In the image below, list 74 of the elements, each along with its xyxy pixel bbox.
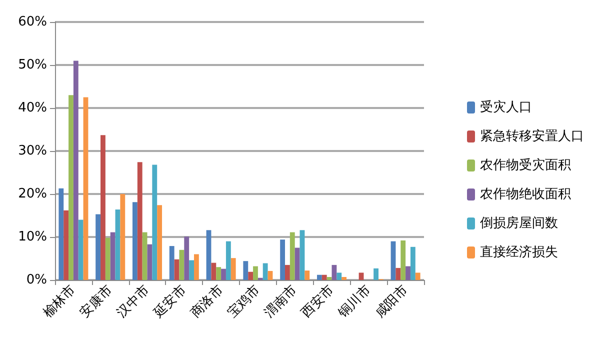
- bar: [194, 254, 199, 280]
- bar: [110, 232, 116, 280]
- x-tick-label: 安康市: [76, 282, 116, 321]
- bar: [174, 259, 180, 280]
- bar: [189, 260, 194, 280]
- x-tick-label: 铜川市: [335, 282, 374, 322]
- bar: [415, 272, 420, 280]
- bar: [96, 214, 101, 280]
- bar: [285, 264, 290, 280]
- legend-label: 受灾人口: [480, 99, 532, 115]
- bar: [226, 241, 231, 280]
- bar: [83, 97, 88, 280]
- y-tick-label: 30%: [18, 144, 47, 158]
- bar: [157, 205, 162, 280]
- bar: [300, 230, 305, 280]
- legend-label: 农作物受灾面积: [480, 157, 571, 173]
- bar: [58, 188, 64, 280]
- x-tick-label: 宝鸡市: [224, 282, 264, 321]
- bar: [142, 232, 148, 280]
- bar: [120, 194, 126, 280]
- bar: [152, 164, 158, 280]
- bar: [137, 162, 142, 280]
- y-tick-label: 40%: [18, 100, 47, 116]
- y-tick-label: 20%: [18, 186, 47, 202]
- bar: [206, 230, 212, 280]
- bar: [322, 274, 327, 280]
- x-tick-label: 咸阳市: [372, 282, 411, 321]
- bar: [294, 248, 300, 280]
- bar: [184, 236, 190, 280]
- bar: [390, 241, 396, 280]
- bar: [410, 246, 416, 280]
- legend-label: 倒损房屋间数: [480, 215, 558, 231]
- bar: [64, 210, 69, 280]
- bar: [132, 202, 138, 280]
- bar: [358, 272, 364, 280]
- x-tick-label: 西安市: [298, 282, 338, 321]
- legend-label: 农作物绝收面积: [480, 187, 571, 202]
- bar: [332, 264, 337, 280]
- y-tick-label: 60%: [18, 14, 47, 30]
- bar: [290, 232, 295, 280]
- bar: [169, 246, 174, 280]
- x-tick-label: 渭南市: [262, 282, 300, 321]
- x-tick-label: 商洛市: [188, 282, 226, 321]
- bar: [248, 272, 254, 280]
- bar: [316, 274, 322, 280]
- bar: [73, 60, 78, 280]
- bar: [396, 268, 401, 280]
- bar: [221, 268, 226, 280]
- legend-label: 紧急转移安置人口: [480, 128, 584, 144]
- bar: [78, 220, 84, 280]
- bar: [326, 276, 332, 280]
- bar: [147, 244, 152, 280]
- bar: [262, 263, 268, 280]
- bar: [280, 240, 286, 280]
- bar: [230, 258, 236, 280]
- bar: [374, 268, 378, 280]
- bar: [253, 266, 258, 280]
- bar: [342, 276, 347, 280]
- bar: [216, 267, 222, 280]
- legend-label: 直接经济损失: [480, 245, 558, 260]
- bar: [115, 209, 120, 280]
- bar: [243, 261, 248, 280]
- y-tick-label: 10%: [18, 230, 47, 244]
- bar: [336, 272, 342, 280]
- bar: [100, 135, 106, 280]
- bar: [179, 250, 184, 280]
- bar: [211, 262, 216, 280]
- bar: [105, 238, 110, 280]
- bar: [400, 240, 406, 280]
- bar: [268, 270, 273, 280]
- y-tick-label: 50%: [18, 58, 47, 72]
- bar: [304, 270, 310, 280]
- bar: [68, 95, 74, 280]
- bar: [406, 266, 410, 280]
